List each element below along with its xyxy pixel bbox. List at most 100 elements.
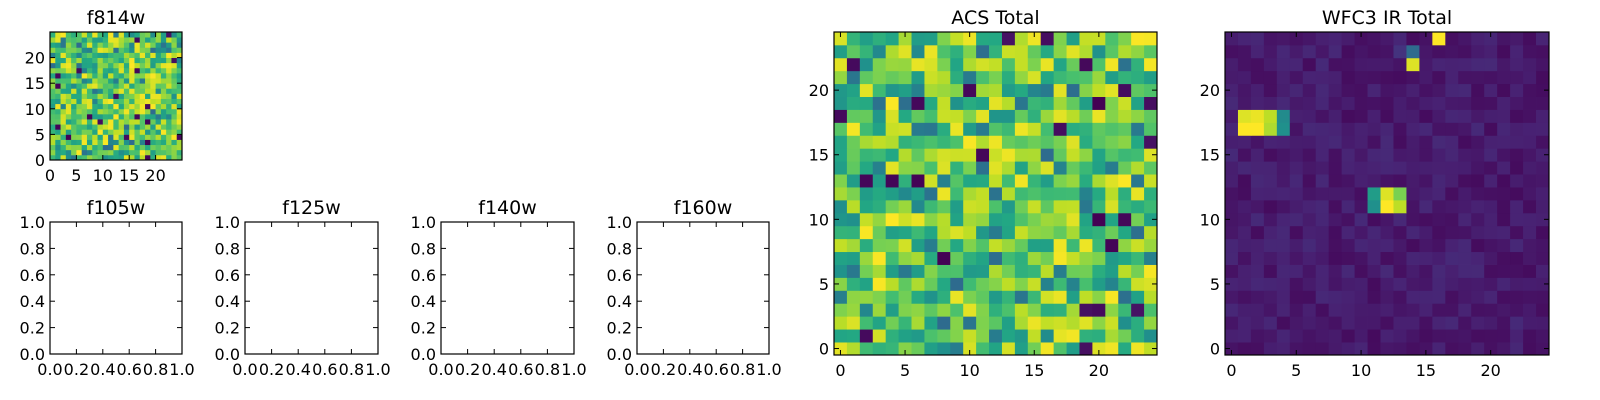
heatmap-cell <box>1341 238 1355 253</box>
heatmap-cell <box>1458 329 1472 343</box>
heatmap-cell <box>1458 32 1472 46</box>
heatmap-cell <box>86 47 93 53</box>
heatmap-cell <box>1406 277 1420 291</box>
heatmap-cell <box>1040 225 1055 240</box>
heatmap-cell <box>76 67 83 74</box>
heatmap-cell <box>108 62 114 69</box>
heatmap-cell <box>1092 32 1106 46</box>
heatmap-cell <box>50 37 56 43</box>
heatmap-cell <box>1040 187 1055 201</box>
heatmap-cell <box>1053 303 1067 317</box>
heatmap-cell <box>950 57 964 72</box>
heatmap-cell <box>1523 135 1537 149</box>
heatmap-cell <box>71 78 77 84</box>
heatmap-cell <box>859 225 874 240</box>
heatmap-cell <box>176 83 183 89</box>
heatmap-cell <box>139 139 146 146</box>
heatmap-cell <box>150 67 156 74</box>
heatmap-cell <box>1225 135 1239 149</box>
heatmap-cell <box>1289 251 1304 265</box>
heatmap-cell <box>1432 174 1446 188</box>
heatmap-cell <box>76 88 83 94</box>
heatmap-cell <box>129 124 135 130</box>
heatmap-cell <box>171 119 178 125</box>
heatmap-cell <box>50 139 56 146</box>
heatmap-cell <box>1237 342 1252 356</box>
heatmap-cell <box>166 83 172 89</box>
heatmap-cell <box>1118 187 1132 201</box>
heatmap-cell <box>834 303 848 317</box>
heatmap-cell <box>1471 238 1485 253</box>
heatmap-cell <box>1079 187 1093 201</box>
heatmap-cell <box>1027 57 1042 72</box>
heatmap-cell <box>1289 290 1304 304</box>
heatmap-cell <box>55 72 61 79</box>
heatmap-cell <box>1315 135 1330 149</box>
heatmap-cell <box>1131 251 1145 265</box>
heatmap-cell <box>1027 342 1042 356</box>
heatmap-cell <box>1341 174 1355 188</box>
heatmap-cell <box>50 154 56 161</box>
heatmap-cell <box>71 32 77 38</box>
heatmap-cell <box>1367 32 1381 46</box>
heatmap-cell <box>963 109 977 123</box>
heatmap-cell <box>1315 122 1330 136</box>
heatmap-cell <box>1497 329 1511 343</box>
heatmap-cell <box>1341 148 1355 162</box>
heatmap-cell <box>937 122 951 136</box>
heatmap-cell <box>1131 316 1145 330</box>
heatmap-cell <box>102 67 109 74</box>
heatmap-cell <box>1458 225 1472 240</box>
heatmap-cell <box>976 122 990 136</box>
heatmap-cell <box>898 135 912 149</box>
heatmap-cell <box>65 113 72 120</box>
heatmap-cell <box>1471 199 1485 214</box>
heatmap-cell <box>1237 225 1252 240</box>
heatmap-cell <box>129 119 135 125</box>
heatmap-cell <box>1471 174 1485 188</box>
heatmap-cell <box>898 32 912 46</box>
y-tick-label: 0.6 <box>607 266 632 285</box>
heatmap-cell <box>1276 264 1291 278</box>
heatmap-cell <box>108 83 114 89</box>
heatmap-cell <box>76 129 83 135</box>
f814w-pixels <box>50 32 183 161</box>
heatmap-cell <box>911 251 925 265</box>
heatmap-cell <box>976 161 990 175</box>
heatmap-cell <box>1250 342 1265 356</box>
heatmap-cell <box>1276 135 1291 149</box>
heatmap-cell <box>166 98 172 105</box>
heatmap-cell <box>1079 57 1093 72</box>
heatmap-cell <box>150 62 156 69</box>
heatmap-cell <box>1302 122 1317 136</box>
heatmap-cell <box>989 161 1003 175</box>
heatmap-cell <box>1105 32 1119 46</box>
heatmap-cell <box>166 154 172 161</box>
heatmap-cell <box>139 88 146 94</box>
heatmap-cell <box>911 277 925 291</box>
heatmap-cell <box>846 135 861 149</box>
heatmap-cell <box>97 37 104 43</box>
heatmap-cell <box>1053 329 1067 343</box>
heatmap-cell <box>113 129 120 135</box>
heatmap-cell <box>1380 329 1394 343</box>
heatmap-cell <box>937 44 951 59</box>
x-tick-label: 0.0 <box>624 360 649 379</box>
heatmap-cell <box>898 83 912 97</box>
heatmap-cell <box>92 83 98 89</box>
heatmap-cell <box>1367 135 1381 149</box>
heatmap-cell <box>911 96 925 110</box>
heatmap-cell <box>86 113 93 120</box>
heatmap-cell <box>1014 225 1029 240</box>
heatmap-cell <box>92 67 98 74</box>
heatmap-cell <box>1536 212 1550 227</box>
heatmap-cell <box>1302 161 1317 175</box>
heatmap-cell <box>1458 264 1472 278</box>
heatmap-cell <box>1105 342 1119 356</box>
heatmap-cell <box>1237 238 1252 253</box>
heatmap-cell <box>1014 109 1029 123</box>
heatmap-cell <box>92 37 98 43</box>
heatmap-cell <box>1105 96 1119 110</box>
heatmap-cell <box>55 32 61 38</box>
